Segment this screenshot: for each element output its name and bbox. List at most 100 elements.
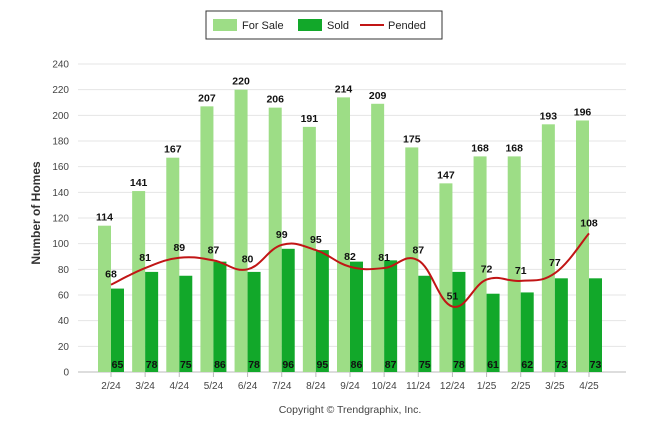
y-tick-label: 0 [63, 368, 69, 379]
y-tick-labels: 0 20 40 60 80 100 120 140 160 180 200 220 240 [52, 60, 69, 379]
label-pended: 51 [447, 291, 459, 303]
y-tick-label: 40 [58, 316, 70, 327]
label-for-sale: 175 [403, 133, 421, 145]
label-sold: 61 [487, 359, 499, 371]
label-pended: 77 [549, 257, 561, 269]
data-labels: 114 65 141 78 167 75 207 86 220 78 206 96 191 95 214 86… [96, 76, 601, 371]
label-pended: 108 [580, 217, 598, 229]
label-for-sale: 191 [301, 113, 319, 125]
bar-for-sale [576, 120, 589, 372]
bar-sold [486, 293, 500, 372]
label-pended: 99 [276, 229, 288, 241]
label-sold: 96 [282, 359, 294, 371]
bar-sold [418, 275, 432, 372]
x-tick-label: 10/24 [372, 381, 397, 392]
legend-label-pended: Pended [388, 20, 426, 32]
x-tick-label: 2/24 [101, 381, 121, 392]
legend-label-sold: Sold [327, 20, 349, 32]
x-tick-label: 7/24 [272, 381, 292, 392]
y-tick-label: 160 [52, 162, 69, 173]
x-tick-label: 3/25 [545, 381, 565, 392]
x-tick-label: 12/24 [440, 381, 465, 392]
label-for-sale: 193 [540, 110, 558, 122]
x-tick-label: 2/25 [511, 381, 531, 392]
pended-line [110, 232, 590, 308]
x-tick-label: 6/24 [238, 381, 258, 392]
bar-for-sale [132, 191, 146, 372]
legend-swatch-sold [298, 19, 322, 31]
label-sold: 78 [248, 359, 260, 371]
x-tick-label: 4/25 [579, 381, 599, 392]
label-pended: 81 [378, 252, 390, 264]
y-tick-label: 200 [52, 111, 69, 122]
bar-for-sale [473, 156, 487, 372]
label-sold: 65 [112, 359, 124, 371]
bar-sold [315, 250, 329, 372]
y-tick-label: 220 [52, 85, 69, 96]
y-tick-label: 240 [52, 60, 69, 71]
x-tick-labels: 2/24 3/24 4/24 5/24 6/24 7/24 8/24 9/24 10/24 11/… [101, 372, 599, 392]
pended-line-path [110, 232, 590, 308]
x-tick-label: 11/24 [406, 381, 431, 392]
label-for-sale: 220 [232, 76, 250, 88]
label-for-sale: 147 [437, 169, 455, 181]
label-for-sale: 141 [130, 177, 148, 189]
label-pended: 87 [208, 244, 220, 256]
bar-sold [213, 261, 227, 372]
label-sold: 86 [214, 359, 226, 371]
y-tick-label: 80 [58, 265, 70, 276]
y-tick-label: 20 [58, 342, 70, 353]
bar-sold [520, 292, 534, 372]
legend-label-for-sale: For Sale [242, 20, 284, 32]
legend-box [205, 10, 443, 40]
bar-for-sale [405, 147, 419, 372]
bar-for-sale [337, 97, 350, 372]
label-pended: 87 [412, 244, 424, 256]
bar-for-sale [371, 103, 385, 373]
bar-sold [111, 288, 124, 372]
bar-sold [384, 260, 398, 372]
bar-for-sale [541, 124, 555, 372]
bar-sold [350, 261, 363, 372]
label-for-sale: 209 [369, 90, 387, 102]
y-tick-label: 120 [52, 214, 69, 225]
bar-for-sale [268, 107, 282, 372]
label-pended: 95 [310, 234, 322, 246]
label-for-sale: 168 [505, 142, 523, 154]
label-sold: 73 [556, 359, 568, 371]
label-sold: 78 [146, 359, 158, 371]
label-for-sale: 114 [96, 212, 113, 224]
bar-sold [554, 278, 568, 372]
bar-for-sale [166, 157, 180, 372]
x-tick-label: 4/24 [170, 381, 190, 392]
label-sold: 95 [317, 359, 329, 371]
label-for-sale: 214 [335, 83, 353, 95]
label-sold: 78 [453, 359, 465, 371]
bar-for-sale [302, 126, 316, 372]
copyright: Copyright © Trendgraphix, Inc. [279, 404, 422, 416]
bar-for-sale [200, 106, 214, 372]
label-for-sale: 167 [164, 144, 182, 156]
legend-swatch-for-sale [213, 19, 237, 31]
bar-for-sale [98, 225, 111, 372]
bar-for-sale [439, 183, 453, 372]
label-pended: 68 [105, 269, 117, 281]
x-tick-label: 8/24 [306, 381, 326, 392]
bar-sold [247, 271, 261, 372]
x-tick-label: 5/24 [204, 381, 224, 392]
y-axis-title: Number of Homes [29, 161, 43, 265]
label-for-sale: 196 [574, 106, 592, 118]
bar-sold [589, 278, 602, 372]
label-sold: 86 [351, 359, 363, 371]
bar-sold [179, 275, 193, 372]
bars [98, 89, 602, 373]
label-for-sale: 168 [471, 142, 489, 154]
bar-sold [145, 271, 159, 372]
bar-sold [452, 271, 466, 372]
label-pended: 80 [242, 253, 254, 265]
bar-for-sale [234, 89, 248, 373]
label-sold: 73 [590, 359, 602, 371]
label-for-sale: 207 [198, 92, 216, 104]
label-pended: 72 [481, 264, 493, 276]
